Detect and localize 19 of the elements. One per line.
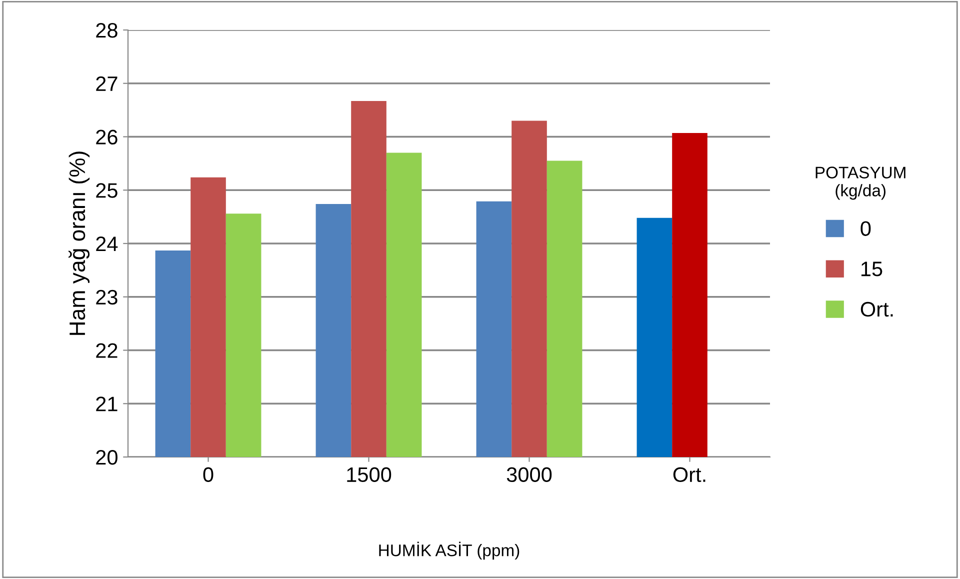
y-tick-label: 26 [96, 130, 118, 145]
legend-label: 0 [860, 221, 871, 236]
y-tick-label: 23 [96, 290, 118, 305]
y-tick-label: 27 [96, 76, 118, 91]
x-tick-label: Ort. [673, 467, 706, 482]
x-axis-title: HUMİK ASİT (ppm) [379, 542, 520, 560]
y-tick-label: 22 [96, 343, 118, 358]
x-tick-label: 1500 [347, 467, 392, 482]
y-tick-label: 25 [96, 183, 118, 198]
legend-label: 15 [861, 262, 882, 276]
y-axis-title: Ham yağ oranı (%) [68, 152, 90, 335]
y-tick-label: 20 [96, 450, 118, 465]
x-tick-label: 3000 [506, 467, 552, 482]
y-tick-label: 21 [96, 396, 118, 412]
y-tick-label: 24 [96, 236, 118, 252]
y-tick-label: 28 [96, 23, 118, 38]
x-tick-label: 0 [203, 467, 214, 482]
legend-label: Ort. [860, 302, 893, 317]
legend-title: POTASYUM (kg/da) [816, 166, 906, 200]
